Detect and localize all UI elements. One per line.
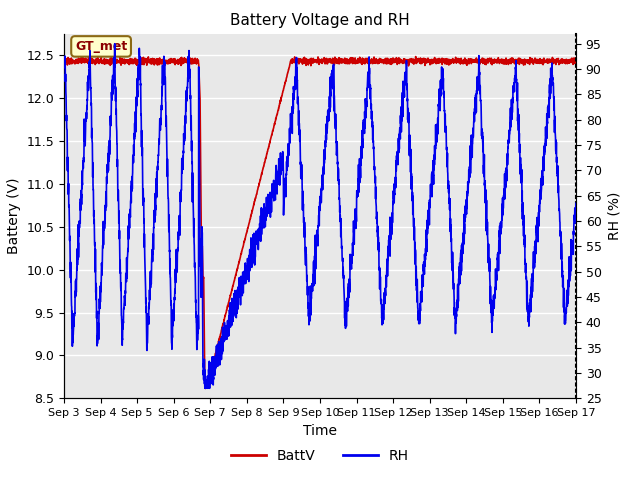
Text: GT_met: GT_met [75, 40, 127, 53]
Y-axis label: Battery (V): Battery (V) [7, 178, 21, 254]
X-axis label: Time: Time [303, 424, 337, 438]
Legend: BattV, RH: BattV, RH [225, 443, 415, 468]
Title: Battery Voltage and RH: Battery Voltage and RH [230, 13, 410, 28]
Y-axis label: RH (%): RH (%) [607, 192, 621, 240]
